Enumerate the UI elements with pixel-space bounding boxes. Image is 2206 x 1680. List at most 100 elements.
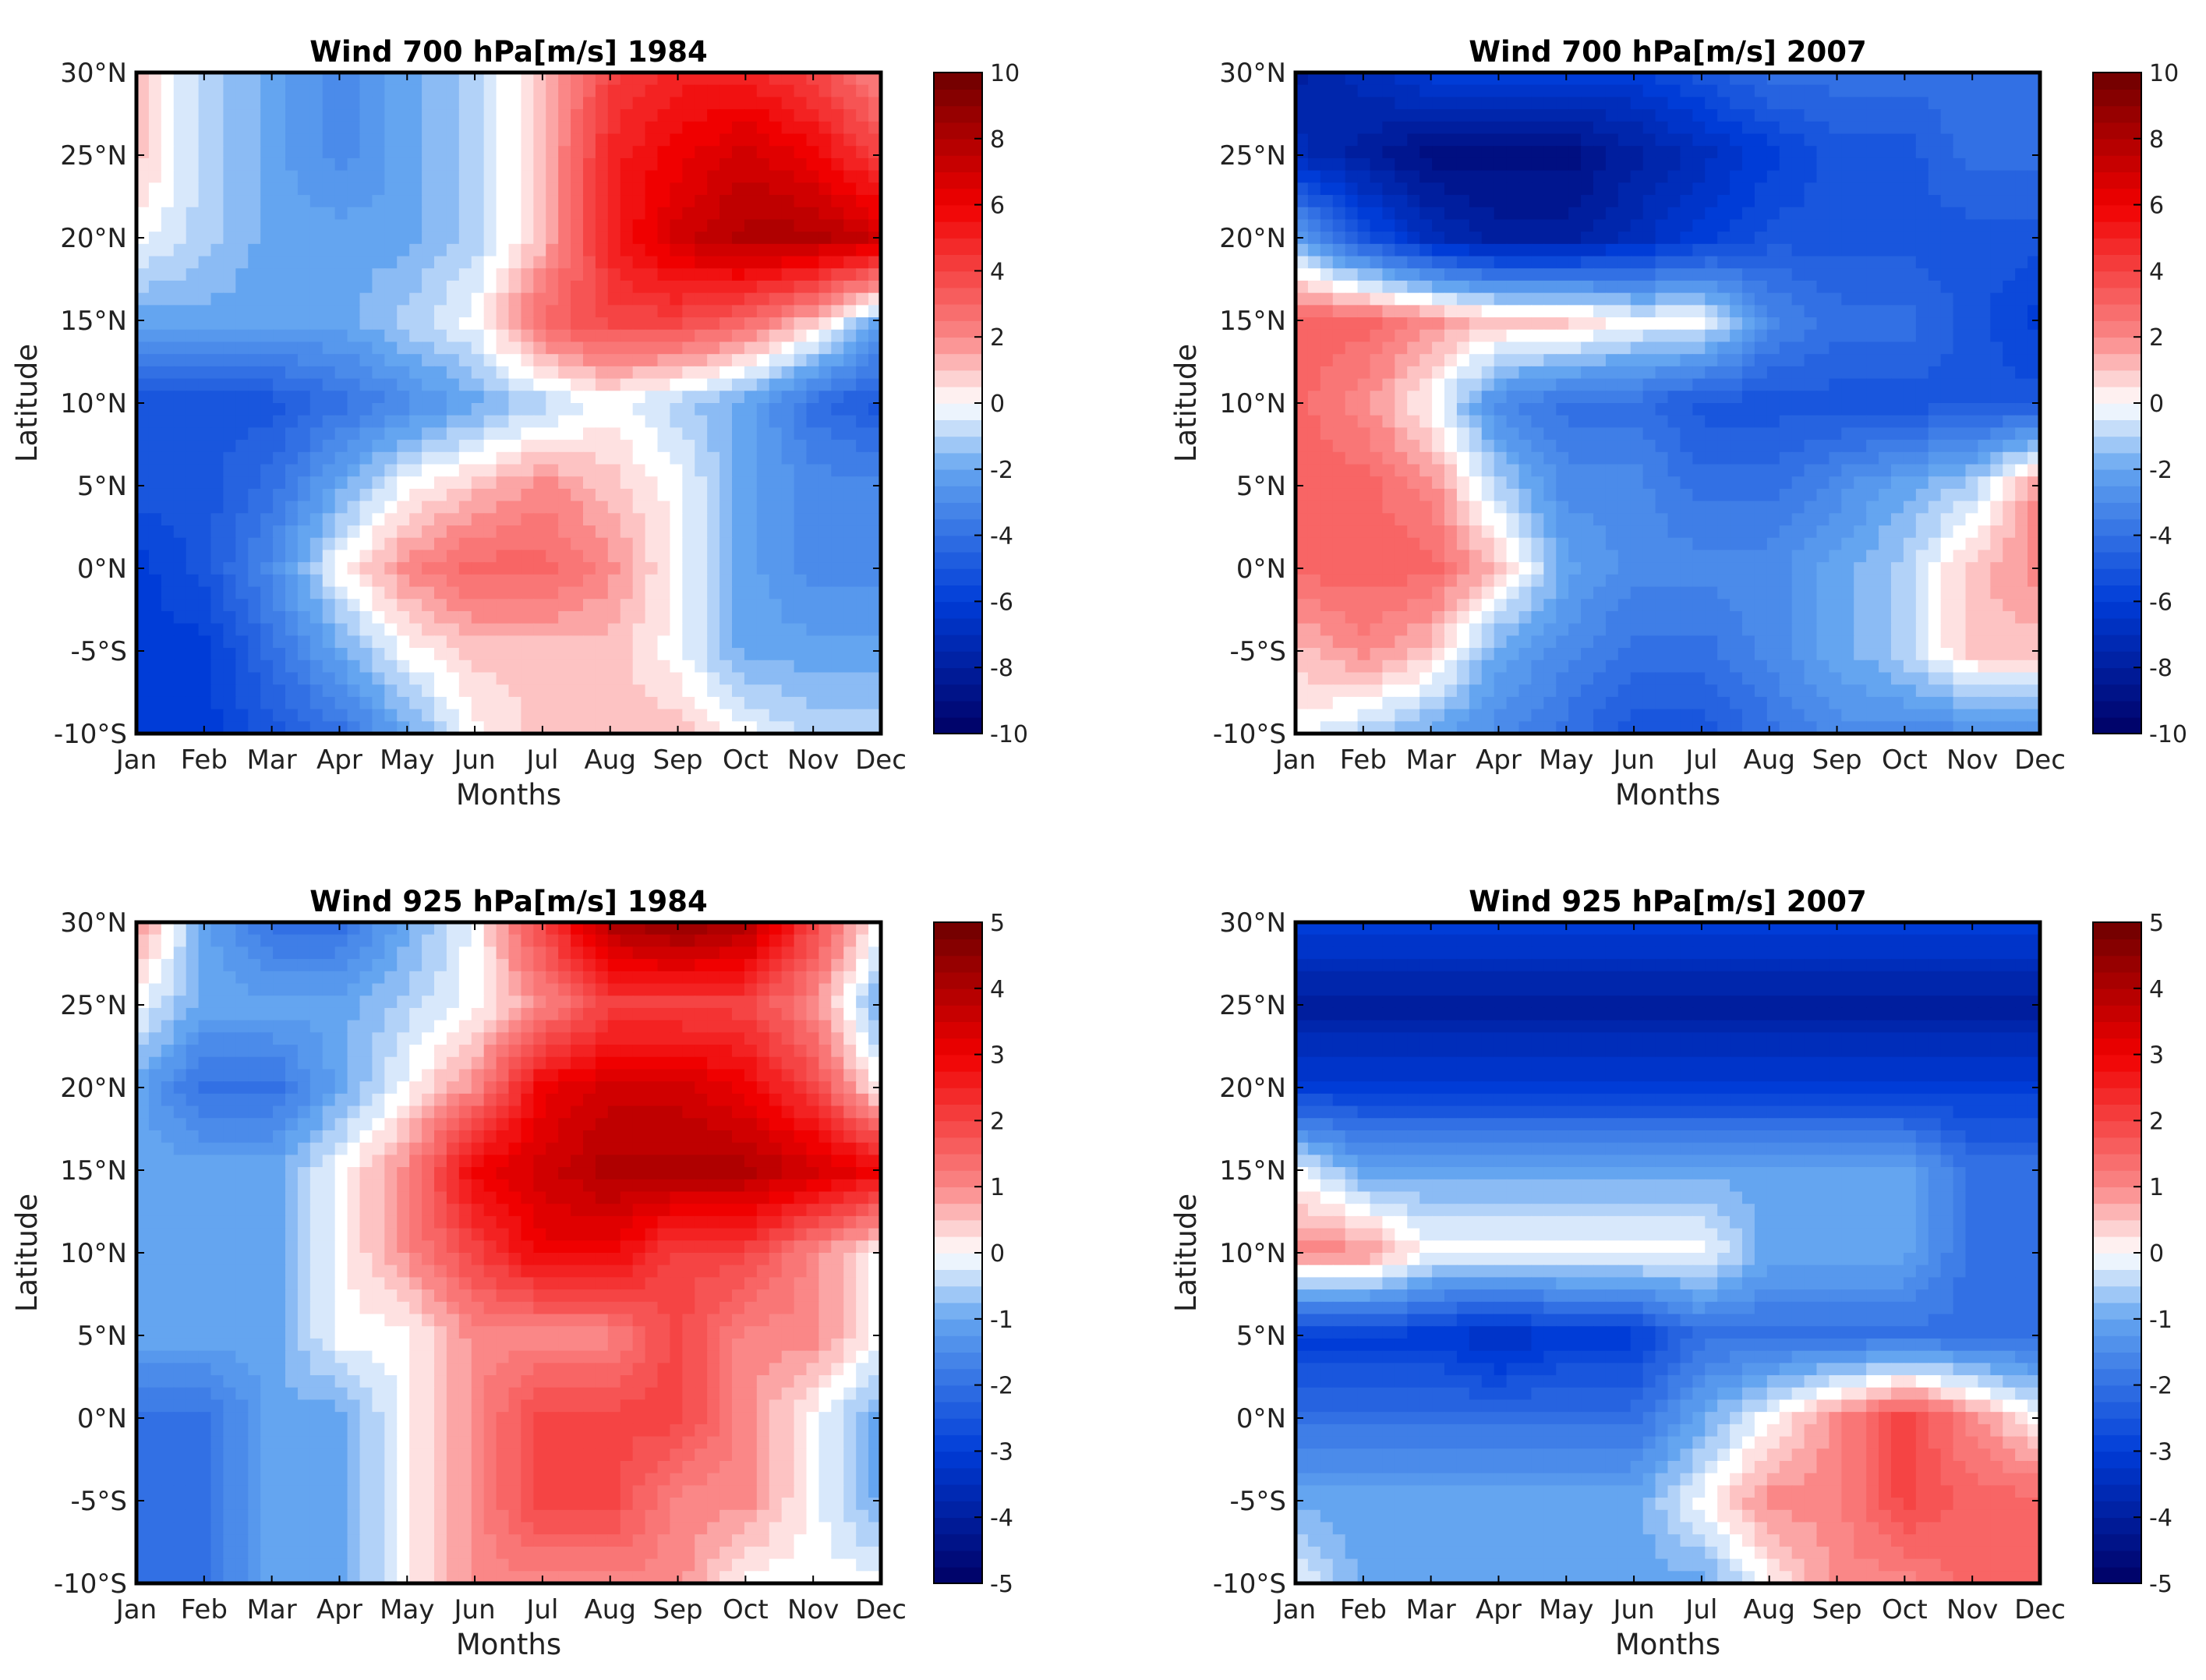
heatmap-cell	[458, 280, 472, 294]
heatmap-cell	[372, 464, 386, 478]
heatmap-cell	[707, 341, 720, 355]
heatmap-cell	[384, 500, 398, 515]
heatmap-cell	[868, 157, 882, 172]
heatmap-cell	[1940, 182, 1954, 196]
heatmap-cell	[1816, 109, 1830, 122]
heatmap-cell	[595, 648, 609, 661]
heatmap-cell	[210, 195, 224, 208]
heatmap-cell	[781, 121, 795, 135]
heatmap-cell	[1655, 232, 1669, 245]
heatmap-cell	[571, 415, 584, 429]
heatmap-cell	[1841, 280, 1855, 294]
heatmap-cell	[1717, 73, 1731, 86]
heatmap-cell	[422, 648, 435, 661]
heatmap-cell	[1667, 109, 1681, 122]
heatmap-cell	[384, 635, 398, 649]
heatmap-cell	[1915, 219, 1929, 232]
heatmap-cell	[309, 317, 323, 331]
heatmap-cell	[422, 121, 435, 135]
heatmap-cell	[1357, 391, 1371, 404]
heatmap-cell	[235, 660, 249, 674]
heatmap-cell	[297, 476, 311, 490]
heatmap-cell	[334, 170, 348, 184]
heatmap-cell	[1953, 84, 1967, 98]
heatmap-cell	[186, 648, 200, 661]
heatmap-cell	[285, 109, 299, 122]
heatmap-cell	[496, 97, 510, 110]
heatmap-cell	[682, 256, 696, 270]
heatmap-cell	[483, 464, 497, 478]
heatmap-cell	[458, 696, 472, 710]
heatmap-cell	[645, 672, 659, 685]
heatmap-cell	[794, 513, 808, 526]
heatmap-cell	[781, 586, 795, 600]
heatmap-cell	[583, 256, 596, 270]
heatmap-cell	[235, 232, 249, 245]
colorbar-segment	[934, 386, 982, 404]
heatmap-cell	[1829, 109, 1843, 122]
heatmap-cell	[632, 537, 646, 551]
heatmap-cell	[645, 391, 659, 404]
heatmap-cell	[359, 513, 373, 526]
heatmap-cell	[571, 648, 584, 661]
heatmap-cell	[1705, 341, 1718, 355]
heatmap-cell	[533, 488, 547, 502]
heatmap-cell	[508, 476, 522, 490]
heatmap-cell	[359, 599, 373, 612]
heatmap-cell	[1754, 280, 1768, 294]
heatmap-cell	[397, 341, 410, 355]
heatmap-cell	[1332, 195, 1346, 208]
heatmap-cell	[446, 672, 460, 685]
heatmap-cell	[186, 341, 200, 355]
heatmap-cell	[161, 464, 175, 478]
heatmap-cell	[397, 391, 410, 404]
heatmap-cell	[1730, 268, 1743, 281]
heatmap-cell	[471, 354, 485, 367]
heatmap-cell	[260, 243, 274, 257]
heatmap-cell	[645, 268, 659, 281]
heatmap-cell	[583, 182, 596, 196]
heatmap-cell	[1903, 109, 1917, 122]
heatmap-cell	[148, 97, 162, 110]
heatmap-cell	[223, 182, 237, 196]
heatmap-cell	[856, 696, 869, 710]
heatmap-cell	[496, 121, 510, 135]
heatmap-cell	[558, 696, 571, 710]
heatmap-cell	[173, 696, 187, 710]
heatmap-cell	[583, 599, 596, 612]
heatmap-cell	[397, 157, 410, 172]
heatmap-cell	[521, 157, 535, 172]
heatmap-cell	[1332, 84, 1346, 98]
heatmap-cell	[645, 440, 659, 453]
heatmap-cell	[1705, 207, 1718, 221]
heatmap-cell	[794, 721, 808, 734]
colorbar-tick-label: 6	[990, 193, 1005, 220]
heatmap-cell	[632, 170, 646, 184]
heatmap-cell	[422, 280, 435, 294]
heatmap-cell	[248, 672, 261, 685]
heatmap-cell	[744, 709, 758, 723]
heatmap-cell	[719, 305, 733, 318]
heatmap-cell	[186, 305, 200, 318]
heatmap-cell	[769, 623, 783, 637]
heatmap-cell	[657, 391, 671, 404]
heatmap-cell	[1891, 268, 1904, 281]
heatmap-cell	[558, 195, 571, 208]
heatmap-cell	[632, 427, 646, 440]
heatmap-cell	[843, 268, 857, 281]
heatmap-cell	[223, 513, 237, 526]
heatmap-cell	[744, 660, 758, 674]
heatmap-cell	[521, 660, 535, 674]
heatmap-cell	[372, 366, 386, 380]
heatmap-cell	[806, 170, 820, 184]
heatmap-cell	[1680, 378, 1694, 392]
heatmap-cell	[173, 232, 187, 245]
heatmap-cell	[186, 195, 200, 208]
heatmap-cell	[1543, 207, 1557, 221]
heatmap-cell	[422, 610, 435, 624]
heatmap-cell	[2015, 84, 2028, 98]
heatmap-cell	[409, 696, 422, 710]
heatmap-cell	[1419, 97, 1433, 110]
heatmap-cell	[756, 648, 770, 661]
heatmap-cell	[645, 537, 659, 551]
